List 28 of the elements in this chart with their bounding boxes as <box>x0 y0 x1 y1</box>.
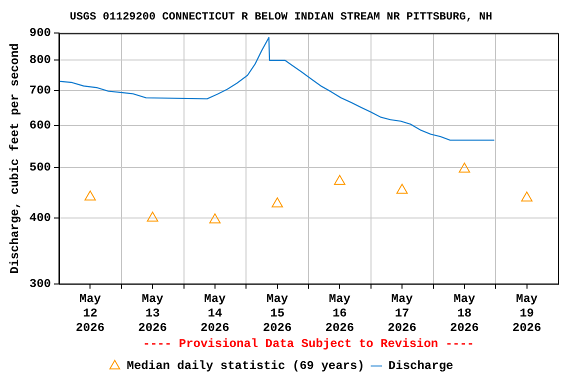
point <box>84 190 96 200</box>
point <box>458 162 470 173</box>
x-tick-label: May 13 2026 <box>138 292 167 335</box>
x-tick-label: May 18 2026 <box>450 292 479 335</box>
y-tick-label: 800 <box>29 53 52 68</box>
y-axis-title: Discharge, cubic feet per second <box>8 43 22 274</box>
y-tick-label: 300 <box>29 276 52 291</box>
x-tick-label: May 17 2026 <box>388 292 416 335</box>
legend-label: Discharge <box>388 359 454 374</box>
y-tick-label: 900 <box>29 26 52 40</box>
y-tick-label: 400 <box>29 211 52 226</box>
point <box>334 174 346 185</box>
x-tick-label: May 14 2026 <box>200 292 230 335</box>
x-tick-label: May 19 2026 <box>512 292 542 335</box>
text: ---- Provisional Data Subject to Revision ---- <box>142 337 474 352</box>
point <box>272 197 284 208</box>
x-tick-label: May 16 2026 <box>325 292 354 335</box>
y-tick-label: 700 <box>29 84 52 98</box>
y-tick-label: 600 <box>29 118 52 133</box>
point <box>146 212 158 222</box>
chart-title: USGS 01129200 CONNECTICUT R BELOW INDIAN STREAM NR PITTSBURG, NH <box>70 11 492 24</box>
y-tick-label: 500 <box>29 160 52 174</box>
point <box>521 192 533 202</box>
x-tick-label: May 12 2026 <box>76 292 105 335</box>
legend-label: Median daily statistic (69 years) <box>126 359 364 374</box>
x-tick-label: May 15 2026 <box>262 292 292 335</box>
point <box>209 213 221 224</box>
point <box>396 184 408 194</box>
